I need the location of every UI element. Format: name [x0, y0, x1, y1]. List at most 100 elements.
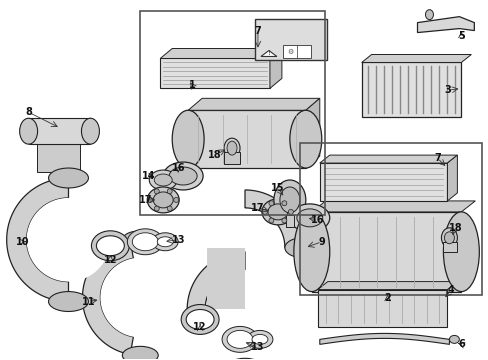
- Ellipse shape: [172, 110, 203, 168]
- Text: 16: 16: [171, 163, 184, 173]
- Ellipse shape: [262, 199, 293, 225]
- Polygon shape: [447, 155, 456, 201]
- Text: 16: 16: [310, 215, 324, 225]
- Ellipse shape: [154, 189, 159, 194]
- Ellipse shape: [289, 110, 321, 168]
- Text: 6: 6: [457, 339, 464, 349]
- Ellipse shape: [285, 238, 320, 258]
- Ellipse shape: [167, 189, 172, 194]
- Ellipse shape: [186, 310, 214, 329]
- Ellipse shape: [20, 118, 38, 144]
- Ellipse shape: [224, 138, 240, 158]
- Polygon shape: [311, 201, 474, 212]
- Text: ⚙: ⚙: [287, 49, 293, 54]
- Text: 9: 9: [318, 237, 325, 247]
- Ellipse shape: [267, 204, 287, 220]
- Ellipse shape: [122, 346, 158, 360]
- Text: 3: 3: [443, 85, 450, 95]
- Text: 18: 18: [447, 223, 461, 233]
- Ellipse shape: [91, 231, 129, 261]
- Ellipse shape: [96, 236, 124, 256]
- Ellipse shape: [268, 218, 273, 223]
- Ellipse shape: [154, 206, 159, 211]
- Bar: [37, 144, 81, 172]
- Ellipse shape: [425, 10, 432, 20]
- Ellipse shape: [288, 210, 293, 214]
- Bar: [299, 143, 481, 294]
- Ellipse shape: [48, 168, 88, 188]
- Bar: [361, 62, 461, 117]
- Bar: [443, 242, 456, 252]
- Polygon shape: [361, 54, 470, 62]
- Text: 10: 10: [16, 237, 29, 247]
- Polygon shape: [187, 252, 244, 320]
- Bar: [140, 11, 324, 215]
- Bar: [319, 163, 447, 201]
- Ellipse shape: [251, 334, 267, 345]
- Text: 8: 8: [25, 107, 32, 117]
- Ellipse shape: [281, 218, 286, 223]
- Text: 5: 5: [457, 31, 464, 41]
- Ellipse shape: [293, 212, 329, 292]
- Bar: [224, 152, 240, 164]
- Text: 7: 7: [433, 153, 440, 163]
- Ellipse shape: [152, 233, 178, 251]
- Polygon shape: [188, 98, 319, 110]
- Polygon shape: [269, 49, 281, 88]
- Polygon shape: [160, 49, 281, 58]
- Text: !: !: [267, 50, 270, 57]
- Ellipse shape: [154, 174, 172, 186]
- Polygon shape: [305, 98, 319, 168]
- Ellipse shape: [153, 192, 173, 208]
- Ellipse shape: [246, 330, 272, 348]
- Polygon shape: [319, 155, 456, 163]
- Ellipse shape: [262, 210, 267, 214]
- Ellipse shape: [448, 336, 458, 343]
- Ellipse shape: [441, 228, 456, 248]
- Ellipse shape: [226, 358, 263, 360]
- Ellipse shape: [127, 229, 163, 255]
- Text: 13: 13: [171, 235, 184, 245]
- Ellipse shape: [268, 201, 273, 206]
- Polygon shape: [261, 50, 276, 57]
- Ellipse shape: [281, 201, 286, 206]
- Bar: [160, 58, 269, 88]
- Ellipse shape: [222, 327, 258, 352]
- Bar: [311, 212, 461, 292]
- Text: 2: 2: [384, 293, 390, 302]
- Ellipse shape: [296, 209, 322, 227]
- Ellipse shape: [100, 258, 180, 337]
- Polygon shape: [319, 333, 448, 345]
- Bar: [207, 248, 244, 310]
- Text: 1: 1: [188, 80, 195, 90]
- Text: 17: 17: [251, 203, 264, 213]
- Text: 12: 12: [103, 255, 117, 265]
- Ellipse shape: [132, 233, 158, 251]
- Ellipse shape: [226, 330, 252, 348]
- Text: 11: 11: [81, 297, 95, 306]
- Bar: [254, 19, 326, 60]
- Ellipse shape: [48, 292, 88, 311]
- Polygon shape: [417, 17, 473, 32]
- Bar: [283, 45, 310, 58]
- Text: 12: 12: [193, 323, 206, 332]
- Text: 14: 14: [141, 171, 155, 181]
- Ellipse shape: [163, 162, 203, 190]
- Text: 13: 13: [251, 342, 264, 352]
- Bar: [285, 215, 293, 227]
- Ellipse shape: [122, 231, 158, 249]
- Ellipse shape: [147, 187, 179, 213]
- Polygon shape: [244, 190, 302, 248]
- Bar: [29, 118, 90, 144]
- Text: 7: 7: [254, 26, 261, 36]
- Ellipse shape: [279, 187, 299, 213]
- Polygon shape: [317, 282, 456, 289]
- Text: 4: 4: [447, 284, 454, 294]
- Ellipse shape: [26, 198, 110, 282]
- Ellipse shape: [157, 237, 173, 247]
- Ellipse shape: [147, 197, 152, 202]
- Ellipse shape: [167, 206, 172, 211]
- Ellipse shape: [173, 197, 178, 202]
- Ellipse shape: [181, 305, 219, 334]
- Ellipse shape: [226, 141, 237, 155]
